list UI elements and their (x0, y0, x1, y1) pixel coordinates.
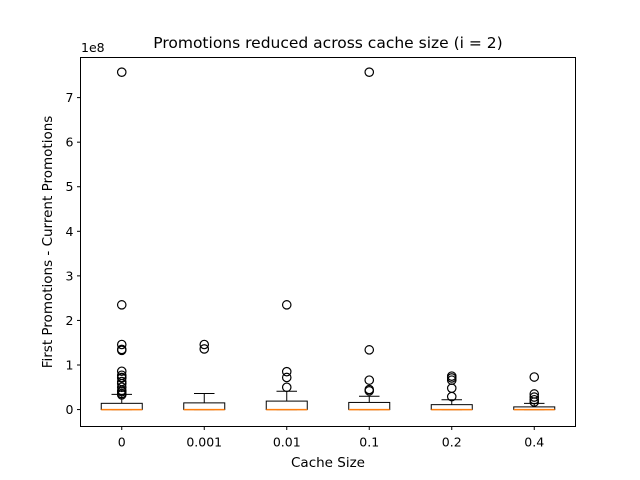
outlier-point (199, 344, 210, 354)
outlier-point (116, 366, 127, 377)
plot-area: 0 1 2 3 4 5 6 7 0 0.001 0.01 0.1 0.2 0.4 (66, 67, 556, 450)
outlier-point (116, 373, 127, 383)
y-tick-label: 6 (66, 135, 74, 150)
x-tick-label: 0.01 (273, 435, 301, 450)
outlier-point (281, 366, 292, 377)
outlier-point (281, 372, 292, 383)
outlier-point (116, 345, 127, 356)
outlier-point (529, 372, 540, 382)
y-tick-label: 1 (66, 358, 74, 373)
chart-title: Promotions reduced across cache size (i … (153, 34, 502, 52)
outlier-point (281, 300, 292, 310)
outlier-point (116, 382, 127, 393)
outlier-point (364, 345, 375, 355)
outlier-point (116, 390, 127, 400)
y-tick-label: 2 (66, 313, 74, 328)
outlier-point (116, 339, 127, 350)
y-offset-label: 1e8 (81, 40, 105, 55)
y-tick-label: 0 (66, 402, 74, 417)
outlier-point (116, 67, 127, 78)
outlier-point (446, 391, 457, 402)
outlier-point (364, 375, 375, 385)
outlier-point (364, 67, 375, 78)
axes-frame (80, 57, 576, 427)
outlier-point (281, 382, 292, 393)
x-tick-label: 0.1 (359, 435, 379, 450)
outlier-point (199, 339, 210, 350)
x-axis-label: Cache Size (291, 455, 365, 471)
y-tick-label: 5 (66, 179, 74, 194)
y-axis-label: First Promotions - Current Promotions (40, 116, 56, 369)
x-tick-label: 0.2 (442, 435, 462, 450)
y-tick-label: 3 (66, 268, 74, 283)
y-tick-label: 7 (66, 90, 74, 105)
x-tick-label: 0.001 (186, 435, 222, 450)
outlier-point (116, 300, 127, 310)
outlier-point (529, 397, 540, 407)
outlier-point (529, 392, 540, 402)
x-tick-label: 0 (118, 435, 126, 450)
y-tick-label: 4 (66, 224, 74, 239)
outlier-point (364, 386, 375, 396)
x-tick-label: 0.4 (524, 435, 544, 450)
